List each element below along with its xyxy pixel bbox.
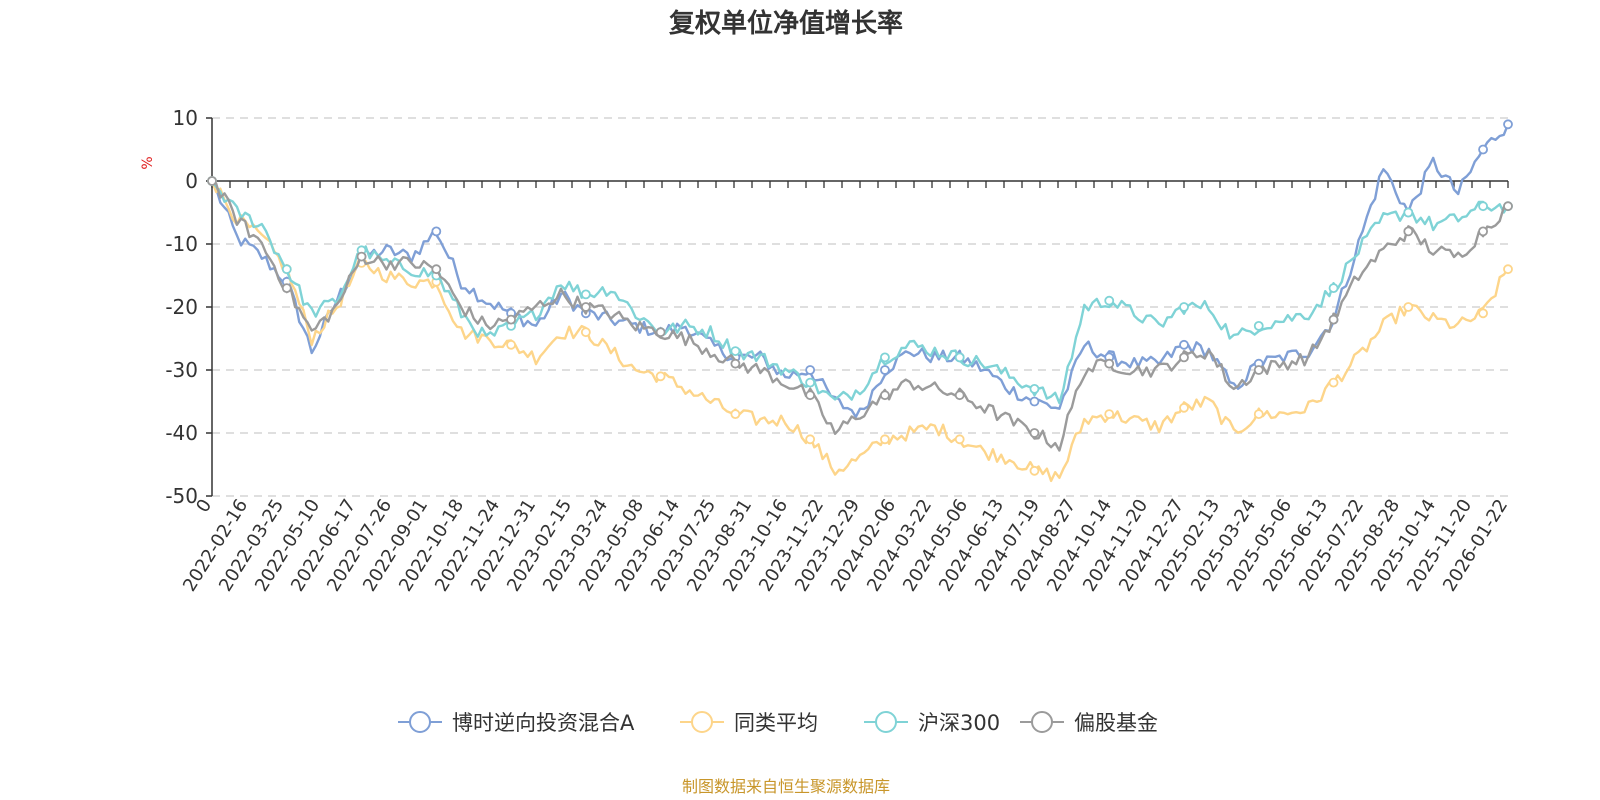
- y-tick-label: -40: [165, 421, 198, 445]
- data-point: [1253, 409, 1264, 420]
- legend-marker: [691, 711, 713, 733]
- data-point: [1179, 302, 1189, 312]
- data-point: [281, 264, 292, 275]
- data-source-note: 制图数据来自恒生聚源数据库: [682, 777, 890, 796]
- series-line: [210, 180, 1509, 483]
- data-point: [506, 314, 516, 325]
- data-point: [655, 327, 666, 338]
- data-point: [1403, 226, 1414, 237]
- y-tick-label: -20: [165, 295, 198, 319]
- data-point: [805, 377, 816, 388]
- data-point: [580, 302, 591, 312]
- chart-title: 复权单位净值增长率: [669, 8, 903, 39]
- data-point: [1503, 201, 1513, 212]
- data-point: [431, 264, 442, 275]
- legend-label: 博时逆向投资混合A: [452, 711, 635, 735]
- data-point: [1478, 226, 1488, 237]
- data-point: [1503, 264, 1513, 275]
- data-point: [506, 339, 516, 350]
- data-point: [281, 283, 292, 294]
- data-point: [1503, 119, 1513, 130]
- legend-marker: [1031, 711, 1053, 733]
- data-point: [880, 365, 890, 375]
- data-point: [954, 434, 965, 445]
- data-point: [805, 390, 816, 401]
- legend-label: 同类平均: [734, 711, 818, 735]
- data-point: [1328, 314, 1339, 325]
- data-point: [880, 390, 890, 401]
- data-point: [1179, 352, 1189, 363]
- y-tick-label: -10: [165, 232, 198, 256]
- series-line: [210, 123, 1510, 419]
- y-tick-label: 0: [185, 169, 198, 193]
- data-point: [580, 327, 591, 338]
- data-point: [1179, 402, 1189, 413]
- legend-marker: [409, 711, 431, 733]
- legend-label: 偏股基金: [1074, 711, 1158, 735]
- y-tick-label: -50: [165, 484, 198, 508]
- data-point: [1478, 201, 1488, 212]
- legend[interactable]: 博时逆向投资混合A 同类平均 沪深300 偏股基金: [398, 711, 1158, 735]
- data-point: [1253, 365, 1264, 375]
- legend-item[interactable]: 偏股基金: [1020, 711, 1158, 735]
- x-tick-label: 0: [192, 496, 216, 517]
- legend-marker: [875, 711, 897, 733]
- data-point: [1253, 320, 1264, 331]
- legend-item[interactable]: 同类平均: [680, 711, 818, 735]
- data-point: [1029, 396, 1040, 407]
- data-point: [1328, 377, 1339, 388]
- data-point: [1403, 207, 1414, 218]
- data-point: [730, 346, 741, 357]
- data-point: [805, 365, 816, 375]
- legend-item[interactable]: 沪深300: [864, 711, 1000, 735]
- data-point: [880, 434, 890, 445]
- data-point: [1328, 283, 1339, 294]
- legend-item[interactable]: 博时逆向投资混合A: [398, 711, 635, 735]
- data-point: [730, 409, 741, 420]
- series-lines: [207, 119, 1513, 483]
- data-point: [1029, 465, 1040, 476]
- y-tick-label: -30: [165, 358, 198, 382]
- data-point: [954, 390, 965, 401]
- data-point: [431, 226, 442, 237]
- data-point: [1179, 339, 1189, 350]
- y-axis-unit: %: [140, 156, 156, 169]
- series-line: [211, 180, 1509, 405]
- data-point: [880, 352, 890, 363]
- data-point: [207, 176, 217, 186]
- data-point: [1104, 409, 1115, 420]
- data-point: [730, 358, 741, 369]
- data-point: [805, 434, 816, 445]
- data-point: [1403, 302, 1414, 312]
- data-point: [954, 352, 965, 363]
- data-point: [580, 289, 591, 300]
- data-point: [1478, 144, 1488, 155]
- series-line: [211, 179, 1509, 452]
- data-point: [1104, 295, 1115, 306]
- data-point: [1104, 358, 1115, 369]
- grid-lines: [212, 117, 1508, 497]
- data-point: [1029, 428, 1040, 438]
- data-point: [655, 371, 666, 382]
- y-tick-label: 10: [173, 106, 198, 130]
- legend-label: 沪深300: [918, 711, 1000, 735]
- data-point: [1029, 383, 1040, 394]
- data-point: [356, 251, 367, 262]
- data-point: [1478, 308, 1488, 319]
